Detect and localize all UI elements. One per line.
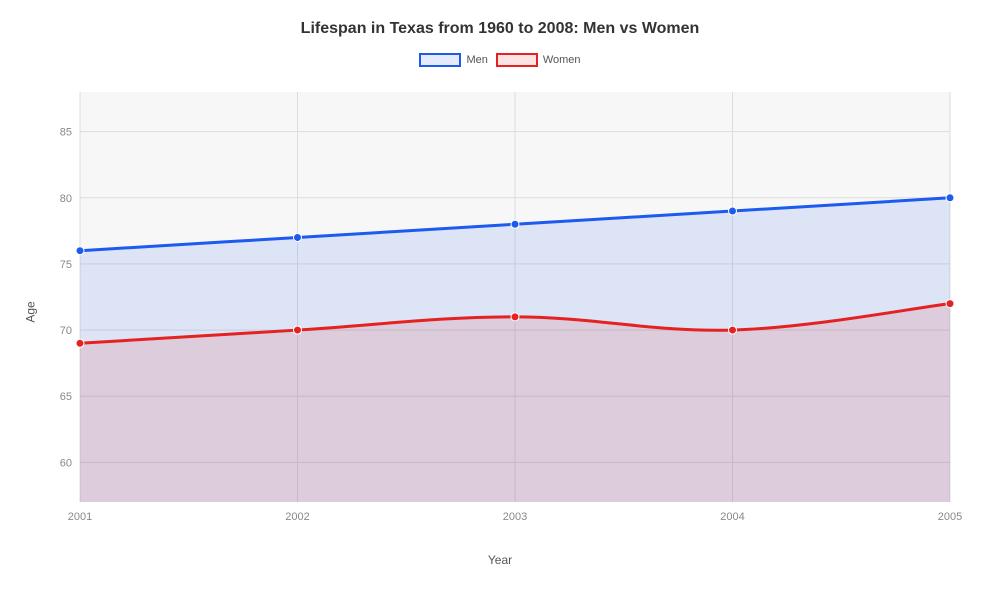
svg-text:80: 80: [60, 193, 72, 205]
svg-text:85: 85: [60, 127, 72, 139]
svg-text:2002: 2002: [285, 511, 309, 523]
svg-text:2004: 2004: [720, 511, 744, 523]
plot-area: Age 60657075808520012002200320042005 Yea…: [30, 82, 970, 542]
svg-text:75: 75: [60, 259, 72, 271]
chart-legend: Men Women: [30, 53, 970, 67]
y-axis-label: Age: [24, 301, 38, 322]
svg-text:2005: 2005: [938, 511, 962, 523]
svg-text:2003: 2003: [503, 511, 527, 523]
legend-label-women: Women: [543, 54, 581, 66]
legend-label-men: Men: [466, 54, 487, 66]
x-axis-label: Year: [488, 553, 512, 567]
legend-swatch-women: [496, 53, 538, 67]
legend-item-women: Women: [496, 53, 581, 67]
svg-text:65: 65: [60, 391, 72, 403]
svg-text:70: 70: [60, 325, 72, 337]
svg-text:60: 60: [60, 457, 72, 469]
legend-item-men: Men: [419, 53, 487, 67]
chart-container: Lifespan in Texas from 1960 to 2008: Men…: [0, 0, 1000, 600]
legend-swatch-men: [419, 53, 461, 67]
chart-svg: 60 65 70 75 80 85 2001 2002 2003 2004 2005: [30, 82, 970, 542]
chart-title: Lifespan in Texas from 1960 to 2008: Men…: [30, 20, 970, 38]
svg-text:2001: 2001: [68, 511, 92, 523]
